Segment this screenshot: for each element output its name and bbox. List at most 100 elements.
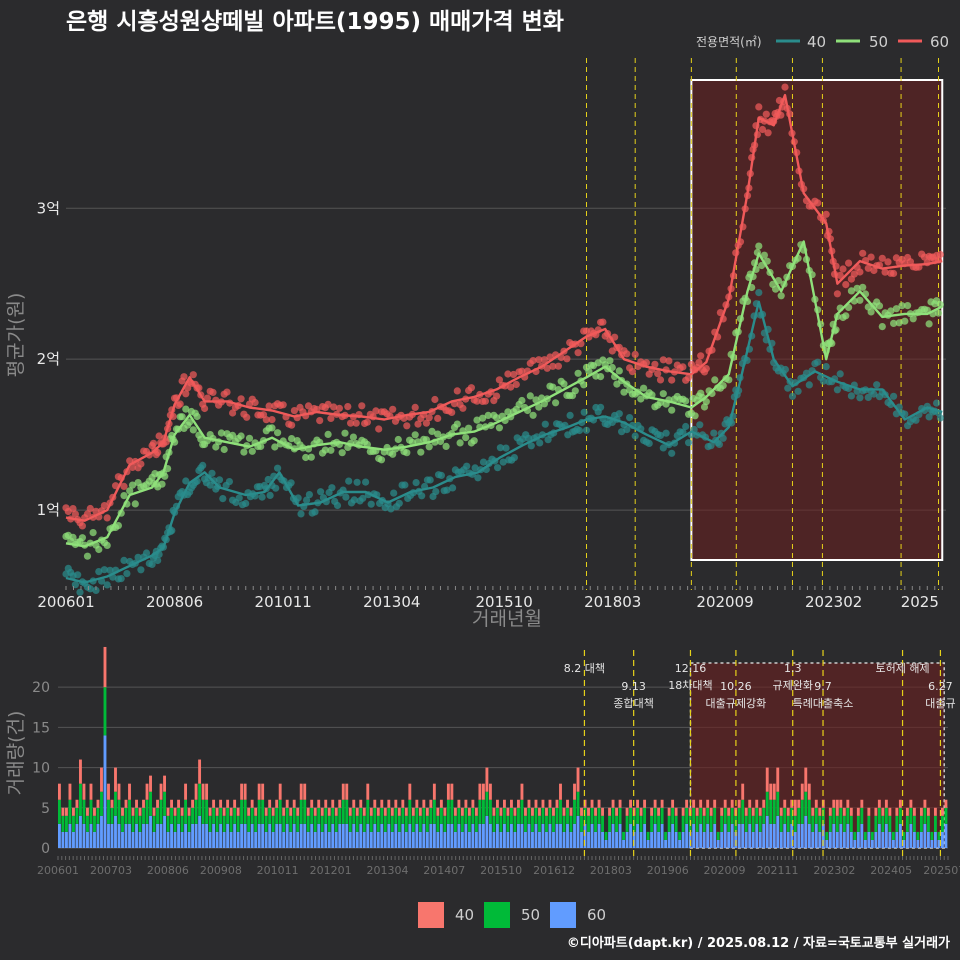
volume-bar-50 (814, 807, 818, 824)
price-point-60 (182, 390, 190, 398)
price-point-60 (543, 364, 551, 372)
price-point-50 (859, 283, 867, 291)
price-point-50 (271, 443, 279, 451)
volume-bar-60 (625, 831, 629, 848)
volume-bar-60 (702, 831, 706, 848)
volume-bar-40 (674, 807, 678, 816)
volume-bar-50 (457, 807, 461, 824)
price-point-40 (870, 390, 878, 398)
legend-bottom: 40 50 60 (418, 902, 606, 928)
price-point-40 (294, 494, 302, 502)
price-point-40 (328, 484, 336, 492)
volume-bar-40 (842, 807, 846, 816)
volume-bar-60 (142, 823, 145, 849)
price-y-tick-label: 1억 (37, 501, 60, 519)
price-point-40 (92, 586, 100, 595)
price-point-40 (707, 442, 715, 450)
volume-bar-50 (212, 807, 216, 824)
price-point-40 (154, 556, 162, 565)
volume-bar-60 (835, 831, 839, 848)
price-point-40 (401, 481, 409, 489)
volume-bar-60 (825, 839, 829, 848)
price-point-40 (142, 549, 151, 557)
price-point-50 (842, 312, 850, 320)
volume-bar-40 (243, 783, 247, 800)
price-point-50 (702, 398, 710, 406)
volume-bar-60 (814, 823, 818, 849)
volume-bar-60 (124, 823, 128, 849)
price-point-40 (696, 421, 704, 429)
volume-bar-60 (709, 831, 713, 848)
price-point-50 (571, 387, 579, 395)
volume-bar-50 (233, 807, 237, 824)
legend-swatch-60 (550, 902, 576, 928)
volume-bar-50 (671, 807, 675, 824)
price-point-60 (324, 400, 332, 408)
volume-bar-60 (443, 831, 447, 848)
volume-bar-40 (264, 807, 268, 816)
volume-bar-60 (608, 831, 611, 848)
volume-bar-40 (219, 799, 223, 808)
volume-bar-50 (653, 807, 657, 824)
volume-bar-50 (776, 791, 780, 816)
volume-bar-60 (201, 823, 205, 849)
volume-bar-60 (800, 823, 804, 849)
price-point-40 (353, 478, 361, 486)
price-point-60 (223, 388, 231, 396)
volume-bar-60 (769, 823, 773, 849)
volume-bar-60 (250, 823, 254, 849)
volume-bar-60 (411, 831, 415, 848)
price-x-tick-label: 200601 (37, 593, 94, 611)
volume-bar-40 (306, 807, 310, 816)
volume-bar-50 (531, 815, 534, 832)
volume-bar-40 (797, 799, 801, 808)
price-point-50 (462, 434, 470, 442)
volume-bar-60 (660, 823, 664, 849)
volume-bar-60 (93, 831, 96, 848)
volume-bar-40 (562, 807, 566, 816)
volume-bar-50 (152, 815, 156, 832)
price-point-40 (390, 489, 398, 497)
price-point-50 (103, 541, 111, 550)
volume-bar-50 (450, 799, 454, 824)
volume-bar-50 (495, 807, 499, 824)
price-point-60 (642, 359, 651, 367)
volume-bar-40 (856, 807, 860, 816)
price-point-60 (448, 408, 456, 416)
volume-bar-60 (79, 815, 82, 848)
volume-bar-60 (467, 831, 471, 848)
volume-bar-50 (145, 799, 149, 824)
legend-swatch-50 (484, 902, 510, 928)
volume-bar-40 (359, 799, 363, 808)
volume-bar-40 (559, 783, 562, 800)
volume-bar-60 (667, 831, 671, 848)
volume-bar-50 (362, 815, 366, 832)
volume-bar-60 (243, 823, 247, 849)
volume-bar-60 (369, 831, 373, 848)
volume-bar-50 (839, 807, 843, 824)
volume-bar-40 (96, 799, 100, 808)
volume-bar-60 (499, 831, 503, 848)
volume-bar-40 (720, 807, 724, 816)
price-line-40 (65, 300, 943, 584)
volume-bar-40 (282, 807, 286, 816)
volume-bar-50 (779, 815, 783, 832)
volume-bar-50 (131, 815, 135, 832)
volume-bar-60 (226, 823, 230, 849)
price-point-60 (473, 397, 481, 405)
volume-bar-50 (275, 807, 279, 824)
volume-bar-50 (79, 783, 82, 816)
volume-bar-40 (555, 799, 559, 808)
price-x-tick-label: 200806 (146, 593, 203, 611)
volume-bar-60 (923, 823, 927, 849)
price-point-40 (225, 478, 233, 486)
price-point-60 (495, 376, 503, 384)
volume-bar-40 (923, 799, 927, 808)
volume-bar-60 (198, 815, 202, 848)
volume-bar-60 (149, 815, 152, 848)
volume-bar-40 (355, 807, 359, 816)
price-point-40 (287, 479, 295, 487)
volume-bar-50 (863, 831, 867, 840)
volume-bar-40 (464, 799, 468, 808)
price-point-60 (83, 510, 92, 518)
